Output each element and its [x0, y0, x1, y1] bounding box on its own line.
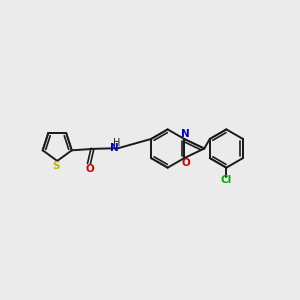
Text: S: S: [52, 161, 59, 171]
Text: N: N: [181, 129, 190, 139]
Text: H: H: [113, 138, 120, 148]
Text: N: N: [110, 143, 119, 153]
Text: Cl: Cl: [221, 175, 232, 185]
Text: O: O: [181, 158, 190, 168]
Text: O: O: [86, 164, 94, 175]
